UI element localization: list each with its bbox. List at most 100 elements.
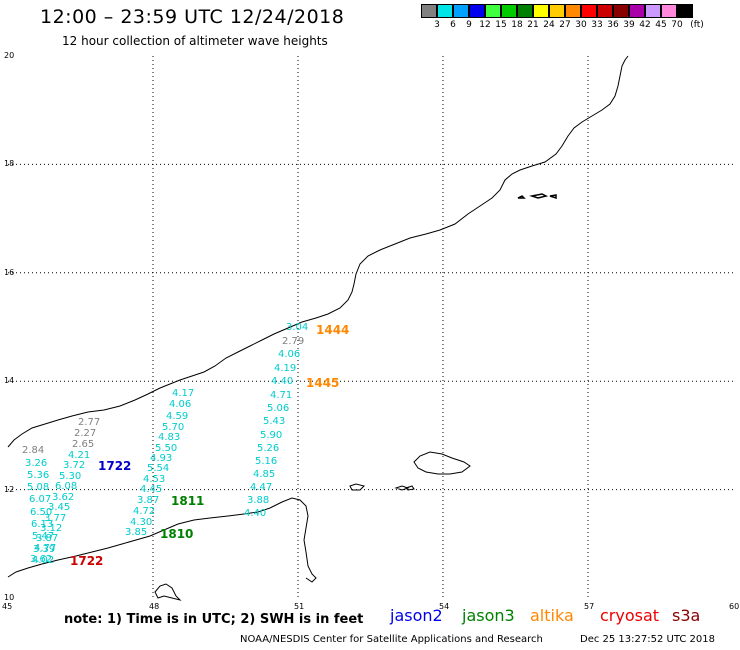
pass-time-label: 1811 (171, 494, 204, 508)
legend-labels: 3 6 9 12 15 18 21 24 27 30 33 36 39 42 45 70 (ft) (421, 18, 740, 32)
wave-height-value: 3.26 (25, 458, 47, 469)
legend-label: 15 (495, 20, 507, 30)
generated-timestamp: Dec 25 13:27:52 UTC 2018 (580, 634, 715, 645)
island-small-1 (349, 483, 365, 491)
latitude-tick-label: 16 (4, 267, 15, 277)
wave-height-value: 5.50 (155, 443, 177, 454)
wave-height-value: 3.85 (125, 527, 147, 538)
legend-label: 33 (591, 20, 603, 30)
satellite-jason3: jason3 (462, 606, 515, 625)
wave-height-value: 3.62 (30, 554, 52, 565)
wave-height-value: 3.62 (52, 492, 74, 503)
wave-height-value: 5.26 (257, 443, 279, 454)
pass-time-label: 1722 (98, 459, 131, 473)
legend-label: 42 (639, 20, 651, 30)
latitude-tick-label: 18 (4, 159, 15, 169)
wave-height-value: 4.06 (169, 399, 191, 410)
legend-swatch (661, 4, 677, 18)
satellite-cryosat: cryosat (600, 606, 660, 625)
legend-swatch (613, 4, 629, 18)
wave-height-value: 4.30 (130, 517, 152, 528)
altimeter-tracks: 3.04 4.06 4.19 4.40 4.71 5.06 5.43 5.90 5.26 5.16… (22, 322, 308, 566)
longitude-tick-label: 60 (729, 602, 740, 611)
wave-height-value: 4.40 (244, 508, 266, 519)
satellite-jason2: jason2 (390, 606, 443, 625)
wave-height-value: 6.07 (29, 494, 51, 505)
wave-height-value: 4.77 (34, 543, 56, 554)
legend-swatch (517, 4, 533, 18)
latitude-tick-label: 12 (4, 484, 15, 494)
legend-label: 6 (450, 20, 456, 30)
legend-swatch (453, 4, 469, 18)
legend-swatch (645, 4, 661, 18)
wave-height-value: 4.19 (274, 363, 296, 374)
wave-height-value: 2.27 (74, 428, 96, 439)
page-title: 12:00 – 23:59 UTC 12/24/2018 (40, 6, 345, 28)
longitude-tick-label: 54 (439, 602, 450, 611)
satellite-s3a: s3a (672, 606, 701, 625)
longitude-tick-label: 48 (149, 602, 160, 611)
longitude-tick-label: 57 (584, 602, 595, 611)
latitude-tick-label: 10 (4, 593, 15, 602)
legend-label: 36 (607, 20, 619, 30)
wave-height-value: 3.45 (48, 502, 70, 513)
wave-height-value: 4.02 (32, 555, 54, 566)
pass-time-label: 1722 (70, 554, 103, 568)
island-small-2 (394, 485, 415, 491)
wave-height-value: 4.21 (68, 450, 90, 461)
wave-height-value: 2.77 (78, 417, 100, 428)
legend-swatch (597, 4, 613, 18)
legend-unit: (ft) (690, 20, 704, 30)
page-subtitle: 12 hour collection of altimeter wave hei… (62, 34, 328, 48)
longitude-tick-label: 45 (2, 602, 13, 611)
island-small-3 (517, 193, 557, 200)
longitude-tick-label: 51 (294, 602, 305, 611)
legend-swatch (533, 4, 549, 18)
wave-height-value: 4.83 (158, 432, 180, 443)
wave-height-value: 3.88 (247, 495, 269, 506)
pass-time-label: 1445 (306, 376, 339, 390)
wave-height-value: 4.40 (271, 376, 293, 387)
footer-note: note: 1) Time is in UTC; 2) SWH is in fe… (64, 612, 364, 627)
wave-height-value: 4.85 (253, 469, 275, 480)
coastline-somalia-tip (154, 583, 182, 601)
legend-swatch (485, 4, 501, 18)
coastline-south (7, 497, 317, 583)
legend-label: 9 (466, 20, 472, 30)
wave-height-value: 5.30 (59, 471, 81, 482)
pass-time-label: 1444 (316, 323, 349, 337)
wave-height-value: 5.54 (147, 463, 169, 474)
wave-height-value: 4.45 (140, 484, 162, 495)
wave-height-value: 6.50 (30, 507, 52, 518)
wave-height-value: 2.84 (22, 445, 44, 456)
legend-swatch (565, 4, 581, 18)
wave-height-value: 5.08 (27, 482, 49, 493)
wave-height-value: 6.13 (31, 519, 53, 530)
wave-height-value: 3.72 (63, 460, 85, 471)
legend-swatch (469, 4, 485, 18)
wave-height-value: 2.65 (72, 439, 94, 450)
legend-label: 30 (575, 20, 587, 30)
wave-height-value: 3.87 (36, 533, 58, 544)
wave-height-value: 5.70 (162, 422, 184, 433)
pass-times: 1444 1445 1722 1811 1810 1722 (70, 323, 349, 568)
wave-height-value: 5.36 (27, 470, 49, 481)
wave-height-value: 4.71 (270, 390, 292, 401)
legend-label: 18 (511, 20, 523, 30)
pass-time-label: 1810 (160, 527, 193, 541)
latitude-tick-label: 20 (4, 51, 15, 60)
wave-height-value: 4.72 (133, 506, 155, 517)
legend-swatch (677, 4, 693, 18)
satellite-altika: altika (530, 606, 574, 625)
wave-height-value: 5.47 (32, 531, 54, 542)
island-socotra (413, 451, 471, 475)
wave-height-value: 3.12 (40, 523, 62, 534)
legend-label: 27 (559, 20, 571, 30)
legend-swatch (549, 4, 565, 18)
wave-height-value: 5.43 (263, 416, 285, 427)
wave-height-value: 4.59 (166, 411, 188, 422)
wave-height-value: 4.47 (250, 482, 272, 493)
coastline-mainland (7, 55, 629, 448)
